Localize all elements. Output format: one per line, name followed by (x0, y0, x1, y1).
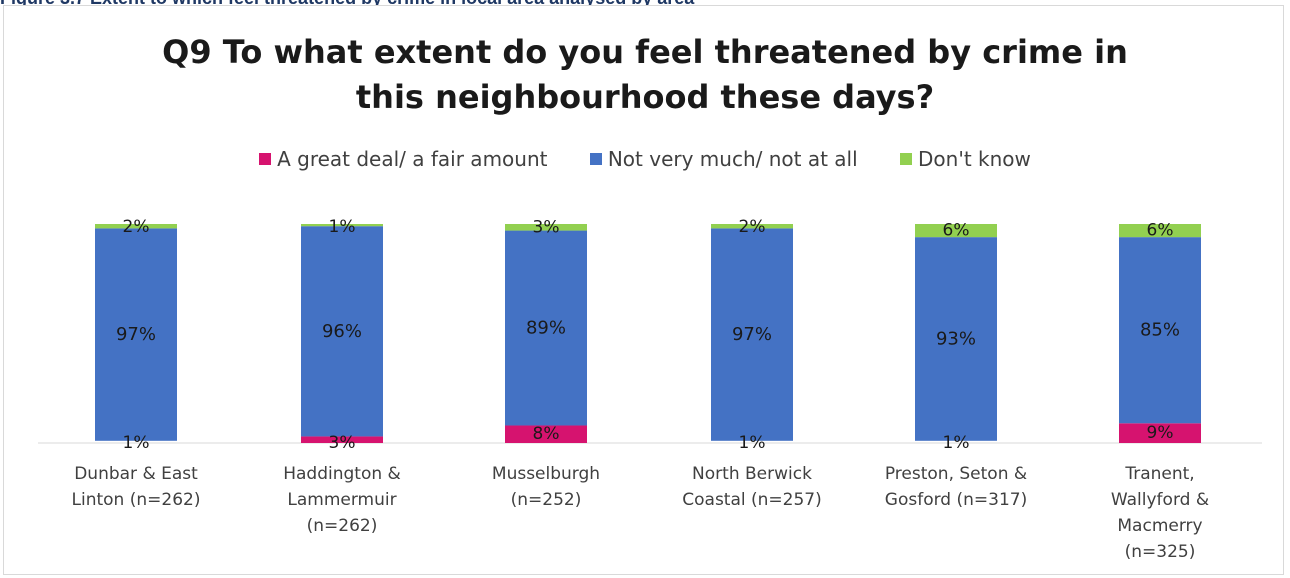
data-label-great-deal-4: 1% (739, 433, 766, 453)
legend-item-not-very-much: Not very much/ not at all (589, 147, 858, 171)
category-label-6: Tranent, Wallyford & Macmerry (n=325) (1060, 461, 1260, 565)
bar-segment-dont-know-6 (1119, 224, 1201, 238)
data-label-great-deal-3: 8% (533, 424, 560, 444)
bar-segment-dont-know-2 (301, 224, 383, 227)
category-label-line: Musselburgh (491, 464, 601, 484)
category-label-line: (n=252) (510, 490, 582, 510)
category-label-3: Musselburgh (n=252) (446, 461, 646, 513)
data-label-not-very-much-2: 96% (322, 321, 362, 342)
category-label-line: Tranent, (1125, 464, 1195, 484)
data-label-great-deal-1: 1% (123, 433, 150, 453)
bar-segment-dont-know-1 (95, 224, 177, 229)
data-label-not-very-much-6: 85% (1140, 320, 1180, 341)
legend: A great deal/ a fair amount Not very muc… (0, 146, 1290, 171)
bar-segment-not-very-much-3 (505, 230, 587, 426)
data-label-dont-know-3: 3% (533, 217, 560, 237)
legend-item-great-deal: A great deal/ a fair amount (259, 147, 547, 171)
category-label-5: Preston, Seton & Gosford (n=317) (856, 461, 1056, 513)
category-label-line: Coastal (n=257) (682, 490, 822, 510)
bar-segment-great-deal-6 (1119, 423, 1201, 443)
data-label-dont-know-1: 2% (123, 217, 150, 237)
category-label-4: North Berwick Coastal (n=257) (652, 461, 852, 513)
bar-segment-not-very-much-5 (915, 237, 997, 441)
data-label-dont-know-5: 6% (943, 221, 970, 241)
data-label-not-very-much-1: 97% (116, 324, 156, 345)
data-label-great-deal-6: 9% (1147, 423, 1174, 443)
category-label-line: (n=262) (306, 516, 378, 536)
data-label-not-very-much-5: 93% (936, 328, 976, 349)
data-label-dont-know-4: 2% (739, 217, 766, 237)
category-label-line: Dunbar & East (74, 464, 198, 484)
legend-label-not-very-much: Not very much/ not at all (607, 147, 858, 171)
category-label-line: Macmerry (1117, 516, 1203, 536)
category-label-line: Wallyford & (1110, 490, 1210, 510)
bar-segment-not-very-much-2 (301, 226, 383, 437)
bar-segment-not-very-much-1 (95, 228, 177, 441)
data-label-not-very-much-4: 97% (732, 324, 772, 345)
bar-segment-not-very-much-4 (711, 228, 793, 441)
legend-item-dont-know: Don't know (900, 147, 1031, 171)
chart-title-line-2: this neighbourhood these days? (355, 78, 935, 116)
category-label-line: Linton (n=262) (71, 490, 201, 510)
legend-swatch-dont-know (900, 153, 913, 165)
bar-segment-great-deal-2 (301, 436, 383, 443)
category-label-line: Lammermuir (287, 490, 397, 510)
data-label-great-deal-5: 1% (943, 433, 970, 453)
category-label-line: (n=325) (1124, 542, 1196, 562)
chart-frame (3, 5, 1284, 575)
legend-swatch-great-deal (259, 153, 272, 165)
data-label-great-deal-2: 3% (329, 433, 356, 453)
chart-title: Q9 To what extent do you feel threatened… (0, 30, 1290, 120)
data-label-dont-know-2: 1% (329, 217, 356, 237)
bar-segment-dont-know-3 (505, 224, 587, 231)
category-label-line: North Berwick (692, 464, 812, 484)
chart-title-line-1: Q9 To what extent do you feel threatened… (162, 33, 1128, 71)
bar-segment-dont-know-4 (711, 224, 793, 229)
category-label-2: Haddington & Lammermuir (n=262) (242, 461, 442, 539)
category-label-line: Gosford (n=317) (884, 490, 1028, 510)
legend-label-great-deal: A great deal/ a fair amount (277, 147, 548, 171)
data-label-dont-know-6: 6% (1147, 221, 1174, 241)
legend-label-dont-know: Don't know (918, 147, 1031, 171)
bar-segment-great-deal-3 (505, 425, 587, 443)
category-label-line: Haddington & (283, 464, 401, 484)
figure-caption: Figure 3.7 Extent to which feel threaten… (0, 0, 1290, 9)
bar-segment-not-very-much-6 (1119, 237, 1201, 424)
legend-swatch-not-very-much (589, 153, 602, 165)
category-label-line: Preston, Seton & (884, 464, 1028, 484)
bar-segment-dont-know-5 (915, 224, 997, 238)
category-label-1: Dunbar & East Linton (n=262) (36, 461, 236, 513)
data-label-not-very-much-3: 89% (526, 318, 566, 339)
